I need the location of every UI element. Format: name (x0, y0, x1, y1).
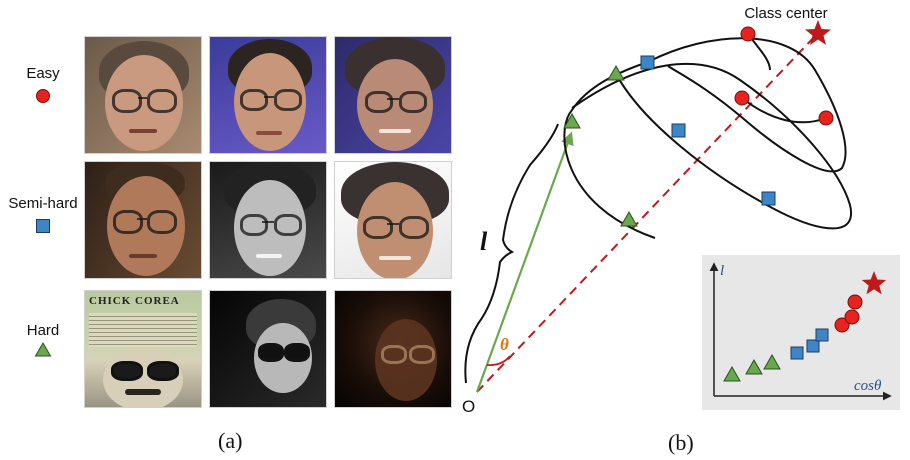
face-photo-semi-hard-3 (334, 161, 452, 279)
easy-sample-marker (734, 90, 750, 106)
red-circle-icon (36, 89, 50, 103)
face-photo-easy-1 (84, 36, 202, 154)
caption-a: (a) (218, 428, 243, 453)
center-direction-line (476, 32, 819, 393)
face-photo-hard-2 (209, 290, 327, 408)
inset-plot: l cosθ (702, 255, 900, 410)
length-label: l (480, 227, 488, 256)
inset-y-label: l (720, 263, 724, 279)
inset-easy-marker (844, 309, 860, 325)
inset-easy-marker (847, 294, 863, 310)
trajectory-curve-2 (571, 62, 853, 230)
inset-hard-marker (723, 365, 741, 382)
legend-hard-label: Hard (26, 322, 60, 339)
semi-hard-sample-marker (671, 123, 686, 138)
album-cover-text: CHICK COREA (89, 295, 180, 307)
easy-sample-marker (740, 26, 756, 42)
inset-x-label: cosθ (854, 378, 882, 394)
trajectory-curve-4 (741, 33, 827, 124)
face-photo-semi-hard-2 (209, 161, 327, 279)
hard-sample-marker (563, 112, 581, 129)
caption-b: (b) (668, 430, 694, 455)
inset-hard-marker (745, 358, 763, 375)
angle-arc (486, 355, 511, 366)
semi-hard-sample-marker (761, 191, 776, 206)
inset-semi-hard-marker (815, 328, 829, 342)
class-center-star-icon (805, 20, 831, 45)
length-brace (464, 123, 559, 384)
hard-sample-marker (620, 210, 638, 227)
face-photo-hard-3 (334, 290, 452, 408)
class-center-label: Class center (744, 5, 827, 22)
inset-hard-marker (763, 353, 781, 370)
face-photo-hard-1: CHICK COREA (84, 290, 202, 408)
legend-semi-hard-label: Semi-hard (8, 195, 78, 212)
face-photo-easy-3 (334, 36, 452, 154)
inset-center-star-icon (861, 271, 887, 295)
angle-label: θ (500, 335, 509, 354)
feature-vector-arrow (475, 131, 574, 393)
legend-easy-label: Easy (26, 65, 60, 82)
semi-hard-sample-marker (640, 55, 655, 70)
origin-label: O (462, 397, 475, 416)
face-photo-semi-hard-1 (84, 161, 202, 279)
green-triangle-icon (34, 341, 52, 357)
easy-sample-marker (818, 110, 834, 126)
face-photo-easy-2 (209, 36, 327, 154)
hard-sample-marker (607, 64, 625, 81)
inset-easy-marker (834, 317, 850, 333)
trajectory-curve-1 (563, 61, 656, 239)
inset-semi-hard-marker (790, 346, 804, 360)
blue-square-icon (36, 219, 50, 233)
trajectory-curve-3 (647, 37, 847, 173)
inset-semi-hard-marker (806, 339, 820, 353)
